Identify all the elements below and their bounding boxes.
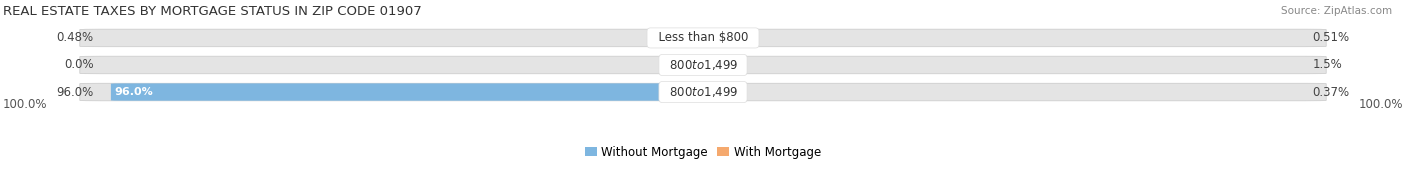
Text: Less than $800: Less than $800 — [651, 31, 755, 44]
Text: 0.37%: 0.37% — [1312, 85, 1350, 99]
Text: 96.0%: 96.0% — [115, 87, 153, 97]
Text: 1.5%: 1.5% — [1312, 58, 1341, 72]
FancyBboxPatch shape — [111, 83, 717, 101]
Legend: Without Mortgage, With Mortgage: Without Mortgage, With Mortgage — [581, 141, 825, 163]
Text: 100.0%: 100.0% — [1358, 98, 1403, 111]
Text: $800 to $1,499: $800 to $1,499 — [662, 85, 744, 99]
Text: 96.0%: 96.0% — [56, 85, 94, 99]
Text: 0.48%: 0.48% — [56, 31, 94, 44]
FancyBboxPatch shape — [689, 83, 720, 101]
Text: 100.0%: 100.0% — [3, 98, 48, 111]
FancyBboxPatch shape — [689, 29, 720, 47]
Text: 0.51%: 0.51% — [1312, 31, 1350, 44]
Text: REAL ESTATE TAXES BY MORTGAGE STATUS IN ZIP CODE 01907: REAL ESTATE TAXES BY MORTGAGE STATUS IN … — [3, 5, 422, 18]
FancyBboxPatch shape — [80, 56, 1326, 74]
Text: 0.0%: 0.0% — [65, 58, 94, 72]
FancyBboxPatch shape — [80, 83, 1326, 101]
Text: Source: ZipAtlas.com: Source: ZipAtlas.com — [1281, 6, 1392, 16]
FancyBboxPatch shape — [80, 29, 1326, 47]
FancyBboxPatch shape — [686, 29, 717, 47]
FancyBboxPatch shape — [689, 56, 725, 74]
Text: $800 to $1,499: $800 to $1,499 — [662, 58, 744, 72]
